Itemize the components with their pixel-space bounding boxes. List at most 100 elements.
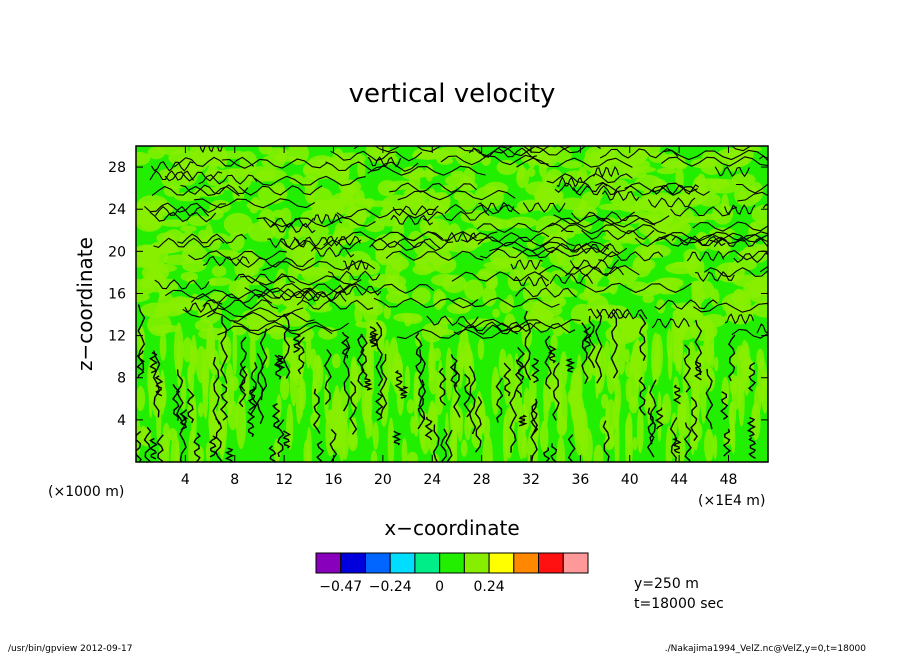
contour-line <box>686 250 725 262</box>
field-patch <box>742 342 751 396</box>
info-y-position: y=250 m <box>634 576 699 592</box>
contour-line <box>515 287 577 298</box>
field-patch <box>394 359 403 373</box>
field-patch <box>365 328 373 371</box>
field-patch <box>186 276 196 285</box>
contour-line <box>649 379 657 445</box>
contour-line <box>149 211 217 223</box>
field-patch <box>595 373 600 399</box>
colorbar: −0.47 −0.24 0 0.24 <box>315 552 589 595</box>
field-patch <box>257 184 288 205</box>
contour-line <box>468 365 477 435</box>
contour-line <box>654 299 718 310</box>
field-patch <box>280 375 290 401</box>
field-patch <box>160 219 189 227</box>
field-patch <box>654 333 663 377</box>
colorbar-swatch <box>562 552 589 574</box>
field-patch <box>670 221 691 236</box>
x-tick-label: 32 <box>522 472 540 488</box>
field-patch <box>363 198 376 208</box>
contour-line <box>583 326 592 350</box>
field-patch <box>721 193 729 214</box>
field-patch <box>383 339 391 394</box>
contour-line <box>270 222 316 234</box>
field-patch <box>336 164 350 180</box>
contour-line <box>256 352 264 424</box>
contour-line <box>397 189 516 201</box>
field-patch <box>361 379 373 427</box>
contour-line <box>396 328 518 340</box>
contour-line <box>624 185 710 196</box>
field-patch <box>306 449 312 462</box>
field-patch <box>683 255 700 271</box>
contour-line <box>379 353 388 417</box>
contour-line <box>175 369 184 426</box>
contour-line <box>581 229 655 241</box>
field-patch <box>400 166 426 180</box>
colorbar-label: −0.24 <box>369 579 412 595</box>
contour-line <box>440 154 549 166</box>
colorbar-label: 0 <box>435 579 444 595</box>
field-patch <box>460 439 468 457</box>
field-patch <box>582 151 612 174</box>
field-patch <box>209 378 215 430</box>
colorbar-swatch <box>463 552 490 574</box>
contour-line <box>336 284 382 296</box>
field-patch <box>147 313 172 337</box>
contour-line <box>149 351 158 374</box>
contour-line <box>282 430 292 449</box>
field-patch <box>317 234 341 258</box>
contour-line <box>234 273 295 284</box>
contour-line <box>683 422 692 462</box>
field-patch <box>516 167 530 189</box>
contour-line <box>728 334 736 382</box>
footer-program: /usr/bin/gpview 2012-09-17 <box>8 644 132 654</box>
contour-line <box>762 203 768 209</box>
contour-line <box>556 176 583 188</box>
field-patch <box>168 427 178 441</box>
contour-line <box>212 356 220 425</box>
contour-line <box>655 407 664 430</box>
contour-line <box>538 264 640 276</box>
contour-line <box>703 267 768 278</box>
contour-line <box>149 170 194 181</box>
field-patch <box>434 385 444 416</box>
field-patch <box>405 188 430 197</box>
field-patch <box>431 273 458 287</box>
contour-line <box>220 315 228 384</box>
field-patch <box>289 364 300 382</box>
field-patch <box>613 394 620 431</box>
x-tick-label: 36 <box>571 472 589 488</box>
field-patch <box>374 214 406 227</box>
contour-line <box>137 304 146 371</box>
contour-line <box>238 365 247 408</box>
field-patch <box>691 279 715 300</box>
field-patch <box>217 150 249 159</box>
contour-line <box>579 282 692 293</box>
field-patch <box>312 355 324 393</box>
y-axis-label: z−coordinate <box>73 237 97 371</box>
field-patch <box>230 376 239 392</box>
contour-line <box>453 363 461 418</box>
contour-line <box>426 315 479 327</box>
contour-line <box>282 313 291 379</box>
field-patch <box>142 263 170 282</box>
contour-line <box>496 322 576 334</box>
field-patch <box>410 415 415 434</box>
contour-line <box>733 252 768 264</box>
field-patch <box>692 176 707 199</box>
field-patch <box>372 302 384 316</box>
field-patch <box>451 406 458 452</box>
contour-line <box>709 232 768 243</box>
contour-line <box>224 447 235 462</box>
field-patch <box>628 318 649 335</box>
contour-line <box>518 414 528 427</box>
field-patch <box>551 316 565 337</box>
field-patch <box>159 331 167 361</box>
contour-line <box>301 291 347 302</box>
contour-line <box>190 293 273 304</box>
colorbar-swatch <box>414 552 441 574</box>
contour-line <box>593 166 620 178</box>
field-patch <box>677 392 686 439</box>
field-patch <box>276 394 282 419</box>
